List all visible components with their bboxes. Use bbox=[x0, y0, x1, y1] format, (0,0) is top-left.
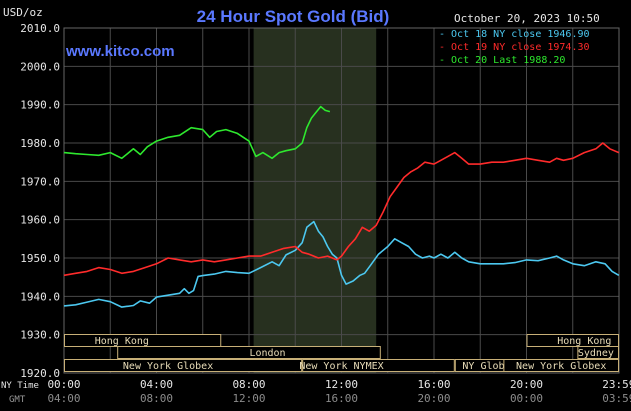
session-band bbox=[302, 359, 455, 372]
unit-label: USD/oz bbox=[3, 6, 43, 19]
chart-title: 24 Hour Spot Gold (Bid) bbox=[197, 7, 390, 26]
legend-entry: - Oct 18 NY close 1946.90 bbox=[439, 29, 590, 40]
y-tick-label: 1970.0 bbox=[20, 175, 60, 188]
y-tick-label: 2000.0 bbox=[20, 60, 60, 73]
x-axis-labels: 00:0004:0008:0012:0016:0020:0023:5904:00… bbox=[47, 378, 631, 405]
series-line bbox=[63, 142, 620, 277]
x-tick-label-gmt: 20:00 bbox=[417, 392, 450, 405]
plot-frame bbox=[63, 27, 620, 374]
legend-entry: - Oct 19 NY close 1974.30 bbox=[439, 42, 590, 53]
x-tick-label-gmt: 16:00 bbox=[325, 392, 358, 405]
session-band bbox=[503, 359, 619, 372]
session-bands: Hong Kong London New York Globex New York N… bbox=[64, 334, 619, 372]
x-tick-label-ny: 08:00 bbox=[232, 378, 265, 391]
watermark: www.kitco.com bbox=[65, 43, 175, 60]
y-tick-label: 1940.0 bbox=[20, 290, 60, 303]
x-tick-label-ny: 00:00 bbox=[47, 378, 80, 391]
timestamp: October 20, 2023 10:50 bbox=[454, 12, 600, 25]
session-label: London bbox=[249, 348, 285, 359]
y-tick-label: 1980.0 bbox=[20, 137, 60, 150]
x-tick-label-ny: 20:00 bbox=[510, 378, 543, 391]
session-label: New York Globex bbox=[516, 361, 606, 372]
y-tick-label: 2010.0 bbox=[20, 22, 60, 35]
session-label: Hong Kong bbox=[557, 336, 611, 347]
x-tick-label-ny: 23:59 bbox=[602, 378, 631, 391]
x-tick-label-gmt: 08:00 bbox=[140, 392, 173, 405]
ny-time-label: NY Time bbox=[1, 381, 39, 391]
x-tick-label-gmt: 04:00 bbox=[47, 392, 80, 405]
y-tick-label: 1920.0 bbox=[20, 367, 60, 380]
ny-session-shade bbox=[253, 28, 377, 373]
price-series bbox=[63, 105, 620, 308]
session-band bbox=[577, 346, 619, 359]
session-band bbox=[117, 346, 381, 359]
session-label: New York NYMEX bbox=[299, 361, 383, 372]
x-tick-label-ny: 04:00 bbox=[140, 378, 173, 391]
session-label: NY Globex bbox=[462, 361, 516, 372]
legend: - Oct 18 NY close 1946.90 - Oct 19 NY cl… bbox=[439, 29, 590, 66]
y-tick-label: 1930.0 bbox=[20, 329, 60, 342]
series-line bbox=[63, 105, 331, 160]
session-band bbox=[64, 359, 303, 372]
y-tick-label: 1960.0 bbox=[20, 214, 60, 227]
x-tick-label-gmt: 00:00 bbox=[510, 392, 543, 405]
session-label: Sydney bbox=[578, 348, 614, 359]
session-label: New York Globex bbox=[123, 361, 213, 372]
session-band bbox=[526, 334, 619, 347]
x-tick-label-gmt: 12:00 bbox=[232, 392, 265, 405]
series-line bbox=[63, 220, 620, 308]
legend-entry: - Oct 20 Last 1988.20 bbox=[439, 55, 565, 66]
y-axis-labels: 1920.0 1930.0 1940.0 1950.0 1960.0 1970.0 1980… bbox=[20, 22, 60, 380]
y-tick-label: 1950.0 bbox=[20, 252, 60, 265]
x-tick-label-ny: 16:00 bbox=[417, 378, 450, 391]
y-tick-label: 1990.0 bbox=[20, 99, 60, 112]
x-tick-label-ny: 12:00 bbox=[325, 378, 358, 391]
x-tick-label-gmt: 03:59 bbox=[602, 392, 631, 405]
session-label: Hong Kong bbox=[95, 336, 149, 347]
gmt-label: GMT bbox=[9, 395, 26, 405]
